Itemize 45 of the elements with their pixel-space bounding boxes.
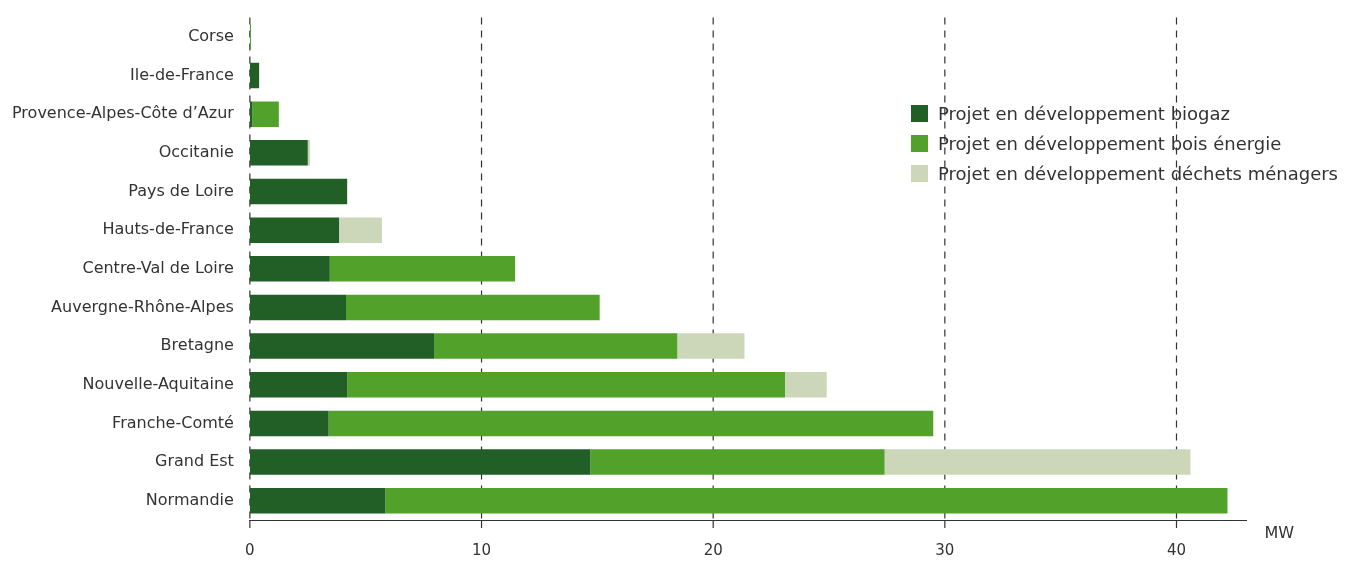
bar <box>249 487 386 514</box>
y-tick-label: Provence-Alpes-Côte d’Azur <box>11 103 235 123</box>
x-tick-label: 30 <box>935 540 955 559</box>
legend-label: Projet en développement biogaz <box>938 102 1230 124</box>
bar <box>249 178 348 205</box>
bar <box>434 333 678 359</box>
y-tick-label: Corse <box>188 26 234 46</box>
bar <box>329 256 516 282</box>
bar <box>385 487 1228 514</box>
bar <box>346 294 600 321</box>
x-tick-label: 20 <box>703 540 723 559</box>
bar <box>590 449 885 475</box>
bar <box>249 140 308 166</box>
bar <box>339 217 382 243</box>
bar <box>328 410 934 437</box>
legend-label: Projet en développement bois énergie <box>938 132 1282 154</box>
y-tick-label: Bretagne <box>160 335 234 355</box>
y-tick-label: Hauts-de-France <box>102 219 234 239</box>
bar <box>677 333 745 359</box>
bar <box>785 371 827 398</box>
x-tick-label: 0 <box>245 540 255 559</box>
bar <box>249 371 348 398</box>
bar <box>249 410 329 437</box>
bar <box>347 371 785 398</box>
x-tick-label: 40 <box>1166 540 1187 559</box>
y-tick-label: Nouvelle-Aquitaine <box>82 373 234 393</box>
bar <box>249 217 340 243</box>
bar <box>249 333 435 359</box>
y-tick-label: Occitanie <box>158 142 234 162</box>
bar <box>252 101 279 127</box>
y-tick-label: Ile-de-France <box>130 64 234 84</box>
y-tick-label: Franche-Comté <box>112 412 234 432</box>
y-tick-label: Centre-Val de Loire <box>82 257 234 277</box>
x-axis-title: MW <box>1264 523 1295 543</box>
bar <box>249 294 347 321</box>
y-tick-label: Pays de Loire <box>128 180 234 200</box>
y-tick-label: Grand Est <box>154 451 234 471</box>
bar <box>249 256 330 282</box>
y-tick-label: Normandie <box>145 489 234 509</box>
legend-label: Projet en développement déchets ménagers <box>938 162 1338 184</box>
bar <box>884 449 1191 475</box>
bar <box>249 449 591 475</box>
x-tick-label: 10 <box>471 540 492 559</box>
bar <box>249 62 260 89</box>
y-tick-label: Auvergne-Rhône-Alpes <box>51 296 234 316</box>
